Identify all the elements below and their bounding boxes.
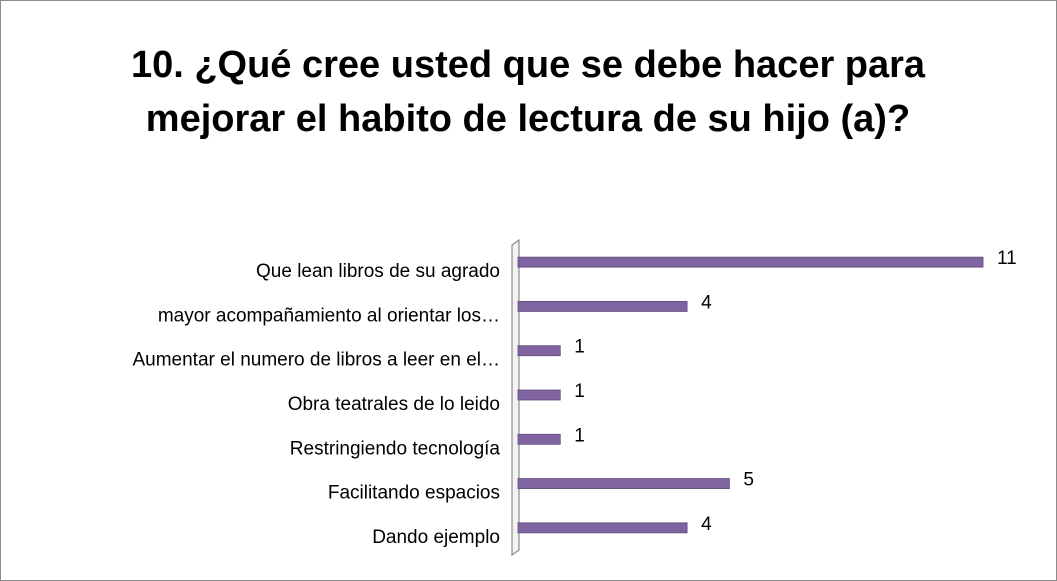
y-tick-label: Que lean libros de su agrado — [256, 261, 500, 282]
chart-title: 10. ¿Qué cree usted que se debe hacer pa… — [130, 44, 926, 140]
y-tick-label: Restringiendo tecnología — [290, 438, 501, 459]
value-label: 11 — [997, 248, 1017, 269]
axis-wall — [511, 238, 520, 557]
value-label: 1 — [574, 425, 585, 446]
bar — [517, 522, 688, 534]
value-label: 1 — [574, 337, 585, 358]
y-tick-label: Obra teatrales de lo leido — [288, 394, 500, 415]
bar — [517, 478, 730, 489]
y-tick-label: Aumentar el numero de libros a leer en e… — [132, 350, 500, 371]
y-tick-label: Facilitando espacios — [328, 483, 500, 504]
bar — [517, 345, 561, 357]
value-label: 1 — [574, 381, 585, 402]
value-label: 4 — [701, 292, 712, 313]
value-label: 5 — [743, 470, 754, 491]
bar — [517, 256, 984, 268]
bar — [517, 389, 561, 401]
value-label: 4 — [701, 514, 712, 535]
y-tick-label: Dando ejemplo — [372, 527, 500, 548]
y-tick-label: mayor acompañamiento al orientar los… — [158, 305, 500, 326]
bar — [517, 301, 688, 312]
bar — [517, 433, 561, 445]
